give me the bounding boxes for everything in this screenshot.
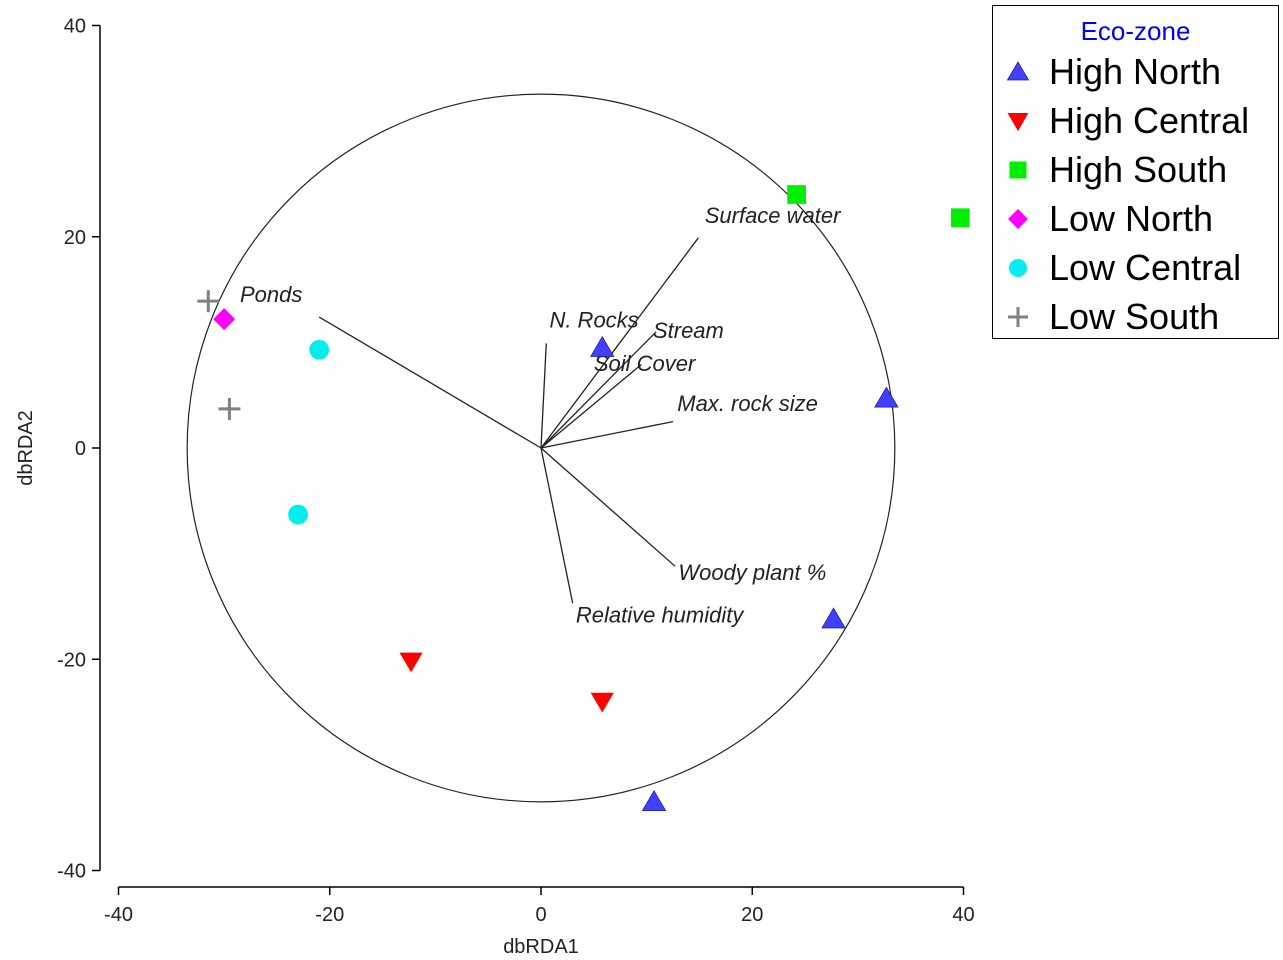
legend-item-low-central: Low Central xyxy=(993,246,1278,290)
legend-marker-plus-icon xyxy=(1008,307,1028,327)
point-high-north xyxy=(590,335,615,357)
vector-soil-cover xyxy=(540,364,642,449)
legend-title: Eco-zone xyxy=(1080,16,1191,46)
legend-item-low-north: Low North xyxy=(993,197,1278,241)
legend-marker-low-south xyxy=(1008,307,1028,327)
vector-surface-water xyxy=(540,237,699,449)
vector-woody-plant xyxy=(540,447,676,567)
x-tick-label: -20 xyxy=(315,904,344,926)
vector-ponds xyxy=(318,316,542,449)
legend-marker-square-icon xyxy=(1009,161,1027,179)
point-high-north xyxy=(821,607,846,629)
y-tick-label: 40 xyxy=(64,16,86,38)
legend-label: Low South xyxy=(1049,296,1220,337)
legend-item-high-north: High North xyxy=(993,50,1278,94)
legend-marker-high-south xyxy=(1009,161,1027,179)
axes: -40 -20 0 20 40 -40 -20 0 20 40 xyxy=(57,16,975,927)
vector-label-surface-water: Surface water xyxy=(705,203,842,228)
vector-n-rocks xyxy=(540,343,547,449)
point-low-north xyxy=(213,308,236,331)
point-high-central xyxy=(590,692,614,713)
x-tick-label: 40 xyxy=(952,904,974,926)
legend-item-high-central: High Central xyxy=(993,99,1278,143)
x-axis-title: dbRDA1 xyxy=(503,936,579,958)
y-tick-label: -20 xyxy=(57,649,86,671)
legend-marker-triangle-down-icon xyxy=(1007,113,1029,131)
x-tick-label: 0 xyxy=(535,904,546,926)
y-tick-label: -40 xyxy=(57,861,86,883)
vector-label-max-rock-size: Max. rock size xyxy=(677,391,818,416)
point-high-north xyxy=(641,790,667,812)
legend-label: Low North xyxy=(1049,198,1214,239)
legend-marker-low-central xyxy=(1009,259,1027,277)
correlation-circle xyxy=(186,93,896,803)
point-low-central xyxy=(309,339,330,360)
legend-marker-diamond-icon xyxy=(1008,209,1028,229)
y-axis-title: dbRDA2 xyxy=(15,410,37,486)
point-low-south xyxy=(218,397,241,420)
point-high-central xyxy=(399,652,423,673)
points xyxy=(197,185,970,812)
vector-max-rock-size xyxy=(540,420,674,449)
point-high-south xyxy=(787,185,806,204)
vector-label-woody-plant: Woody plant % xyxy=(678,560,826,585)
x-tick-label: 20 xyxy=(741,904,763,926)
legend-marker-low-north xyxy=(1008,209,1028,229)
circle-outline xyxy=(186,93,896,803)
point-low-south xyxy=(197,290,220,313)
legend-label: High North xyxy=(1049,51,1222,92)
legend-marker-high-central xyxy=(1007,113,1029,131)
y-tick-label: 20 xyxy=(64,227,86,249)
point-high-north xyxy=(874,386,899,408)
vector-label-ponds: Ponds xyxy=(240,282,302,307)
legend: Eco-zone High North High Central High Sout… xyxy=(992,5,1279,339)
vector-label-n-rocks: N. Rocks xyxy=(549,308,638,333)
vector-label-relative-humidity: Relative humidity xyxy=(576,602,746,627)
legend-label: High Central xyxy=(1049,100,1250,141)
legend-marker-circle-icon xyxy=(1009,259,1027,277)
vector-label-stream: Stream xyxy=(653,318,724,343)
legend-item-low-south: Low South xyxy=(993,295,1278,339)
point-low-central xyxy=(288,504,308,525)
x-tick-label: -40 xyxy=(104,904,133,926)
point-high-south xyxy=(950,208,970,228)
vector-stream xyxy=(540,331,657,449)
legend-label: Low Central xyxy=(1049,247,1242,288)
legend-marker-high-north xyxy=(1006,61,1030,81)
legend-label: High South xyxy=(1049,149,1228,190)
vector-relative-humidity xyxy=(540,447,574,604)
legend-item-high-south: High South xyxy=(993,148,1278,192)
legend-marker-triangle-up-icon xyxy=(1006,61,1030,81)
y-tick-label: 0 xyxy=(75,438,86,460)
